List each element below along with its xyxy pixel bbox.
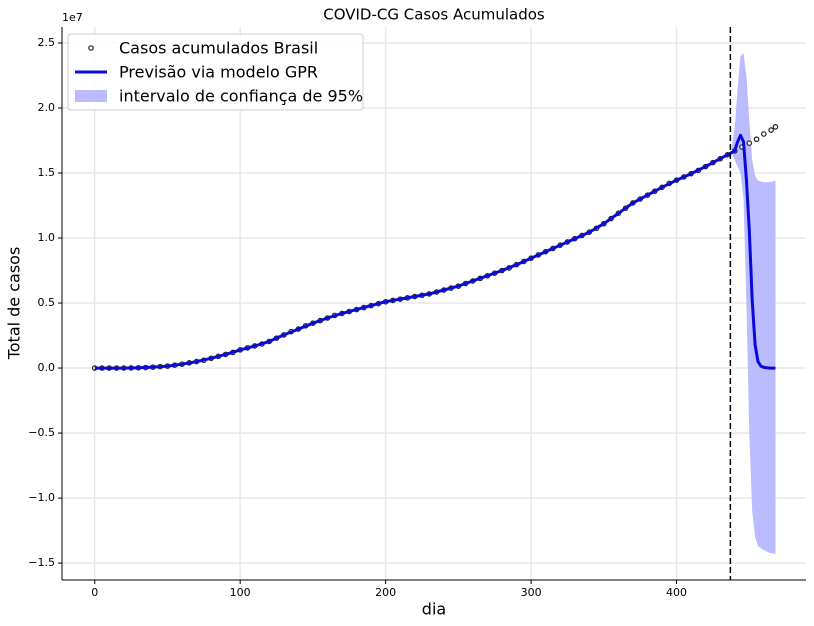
x-tick-label: 0 <box>91 586 98 599</box>
legend-swatch <box>75 90 107 102</box>
x-axis-label: dia <box>422 600 446 619</box>
x-tick-label: 200 <box>375 586 396 599</box>
y-offset-label: 1e7 <box>62 11 83 24</box>
y-tick-label: −0.5 <box>28 426 55 439</box>
x-tick-label: 100 <box>230 586 251 599</box>
data-point <box>753 136 760 143</box>
legend-label: intervalo de confiança de 95% <box>119 87 363 106</box>
y-tick-label: 2.5 <box>38 36 56 49</box>
x-tick-label: 300 <box>521 586 542 599</box>
y-tick-label: −1.5 <box>28 556 55 569</box>
chart-title: COVID-CG Casos Acumulados <box>323 6 545 24</box>
legend-box <box>67 33 364 111</box>
legend-label: Previsão via modelo GPR <box>119 63 318 82</box>
y-tick-label: 2.0 <box>38 101 56 114</box>
data-point <box>746 140 753 146</box>
data-point <box>772 124 779 130</box>
grid <box>62 27 806 580</box>
legend-swatch <box>88 45 94 51</box>
y-tick-label: 1.5 <box>38 166 56 179</box>
forecast-line <box>94 133 776 370</box>
y-tick-label: 1.0 <box>38 231 56 244</box>
x-tick-label: 400 <box>666 586 687 599</box>
legend-label: Casos acumulados Brasil <box>119 39 318 58</box>
data-point <box>761 131 767 137</box>
y-tick-label: 0.5 <box>38 296 56 309</box>
data-point <box>768 127 774 133</box>
y-axis-label: Total de casos <box>5 247 24 361</box>
y-tick-label: −1.0 <box>28 491 55 504</box>
y-tick-label: 0.0 <box>38 361 56 374</box>
